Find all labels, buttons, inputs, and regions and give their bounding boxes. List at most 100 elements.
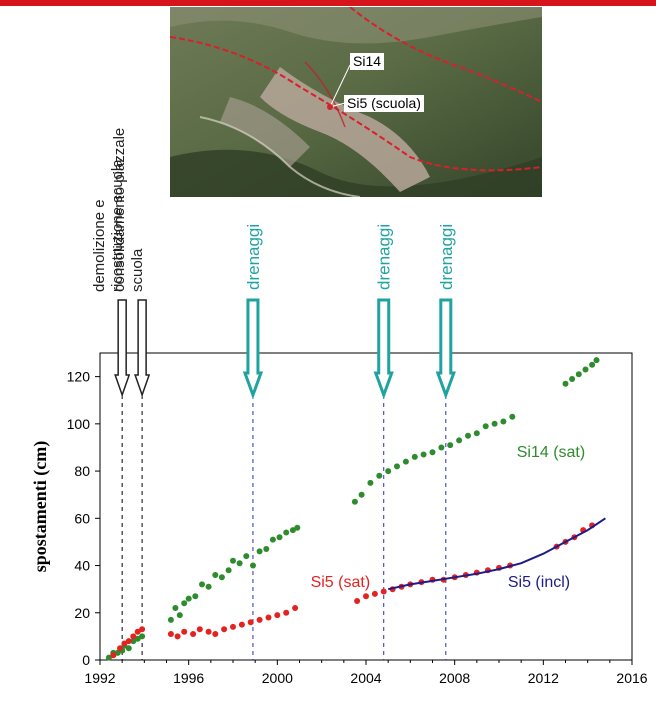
data-point-0-6: [130, 638, 137, 645]
data-point-1-17: [247, 619, 254, 626]
data-point-0-14: [192, 593, 199, 600]
data-point-1-26: [380, 588, 387, 595]
data-point-0-32: [358, 491, 365, 498]
data-point-1-8: [174, 633, 181, 640]
data-point-0-17: [212, 572, 219, 578]
data-point-0-25: [263, 546, 270, 552]
data-point-0-10: [172, 605, 179, 611]
data-point-1-21: [283, 609, 290, 616]
data-point-0-35: [385, 468, 392, 475]
event-arrow-4: [435, 298, 456, 400]
data-point-0-54: [589, 361, 596, 368]
data-point-0-53: [582, 366, 589, 373]
data-point-0-43: [456, 437, 463, 444]
data-point-0-16: [205, 583, 212, 590]
data-point-1-2: [121, 640, 128, 647]
photo-label-si5: Si5 (scuola): [344, 95, 424, 112]
data-point-0-41: [438, 444, 445, 451]
data-point-0-47: [491, 420, 498, 427]
series-label-1: Si5 (sat): [311, 574, 371, 591]
x-tick-label-4: 2008: [439, 670, 470, 686]
data-point-1-6: [139, 626, 146, 633]
data-point-0-27: [276, 534, 283, 541]
data-point-0-36: [394, 463, 400, 470]
data-point-0-49: [509, 413, 516, 420]
data-point-0-31: [351, 498, 358, 505]
title-bar-accent: [0, 0, 656, 6]
y-tick-label-4: 80: [74, 463, 90, 479]
data-point-0-23: [250, 562, 256, 569]
data-point-0-19: [225, 567, 232, 574]
data-point-1-10: [190, 631, 197, 637]
series-label-2: Si5 (incl): [508, 574, 570, 591]
data-point-0-37: [402, 458, 409, 465]
y-tick-label-5: 100: [67, 416, 91, 432]
data-point-0-50: [562, 380, 569, 387]
data-point-0-26: [269, 536, 276, 543]
event-label-1-0: consolidamento piazzale: [111, 128, 128, 292]
data-point-1-19: [265, 614, 272, 621]
data-point-0-9: [167, 616, 174, 623]
aerial-photo-image: [170, 7, 542, 197]
data-point-0-30: [294, 524, 301, 531]
data-point-0-21: [236, 560, 243, 567]
data-point-0-13: [185, 595, 192, 602]
data-point-1-11: [196, 626, 203, 633]
data-point-0-28: [283, 529, 290, 536]
y-axis-label: spostamenti (cm): [30, 441, 51, 572]
data-point-0-34: [376, 472, 383, 479]
data-point-0-5: [125, 645, 132, 652]
data-point-0-46: [482, 423, 489, 430]
data-point-1-9: [181, 628, 188, 635]
data-point-0-22: [243, 553, 250, 560]
x-tick-label-6: 2016: [616, 670, 647, 686]
data-point-1-13: [212, 631, 219, 637]
series-line-si5-incl: [387, 517, 606, 591]
event-arrow-3: [373, 298, 394, 400]
x-tick-label-0: 1992: [84, 670, 115, 686]
data-point-0-24: [256, 548, 263, 555]
data-point-1-1: [117, 645, 123, 652]
data-point-1-4: [130, 633, 137, 640]
x-tick-label-1: 1996: [173, 670, 204, 686]
event-label-1-1: scuola: [129, 248, 146, 292]
y-tick-label-1: 20: [74, 605, 90, 621]
data-point-0-29: [289, 527, 296, 534]
photo-label-si14: Si14: [350, 53, 385, 70]
data-point-1-14: [221, 626, 228, 633]
data-point-1-20: [274, 612, 281, 619]
event-label-4-0: drenaggi: [437, 224, 456, 290]
data-point-1-23: [354, 598, 361, 604]
data-point-0-0: [105, 654, 112, 661]
x-tick-label-5: 2012: [528, 670, 559, 686]
aerial-photo: Si14 Si5 (scuola): [170, 7, 542, 197]
data-point-0-11: [176, 612, 183, 619]
event-label-3-0: drenaggi: [375, 224, 394, 290]
data-point-1-25: [371, 590, 378, 597]
data-point-0-39: [420, 451, 427, 458]
data-point-0-48: [500, 418, 507, 425]
y-tick-label-2: 40: [74, 558, 90, 574]
series-label-0: Si14 (sat): [517, 444, 585, 461]
x-tick-label-2: 2000: [262, 670, 293, 686]
event-label-0-1: ricostruzione scuola: [109, 159, 126, 292]
data-point-0-38: [411, 453, 418, 460]
data-point-0-55: [593, 357, 600, 364]
data-point-0-51: [569, 376, 576, 382]
data-point-0-7: [134, 635, 141, 642]
data-point-0-2: [114, 649, 121, 656]
data-point-0-52: [575, 371, 582, 378]
data-point-1-24: [363, 593, 369, 600]
data-point-0-20: [230, 557, 236, 564]
data-point-1-0: [110, 652, 117, 659]
data-point-1-15: [230, 623, 236, 630]
event-arrow-2: [242, 298, 264, 400]
y-tick-label-0: 0: [82, 652, 90, 668]
data-point-0-45: [473, 430, 480, 437]
data-point-0-44: [465, 432, 471, 439]
data-point-0-12: [181, 600, 188, 607]
data-point-0-40: [429, 449, 436, 456]
data-point-1-5: [134, 628, 141, 635]
data-point-0-8: [139, 633, 146, 640]
